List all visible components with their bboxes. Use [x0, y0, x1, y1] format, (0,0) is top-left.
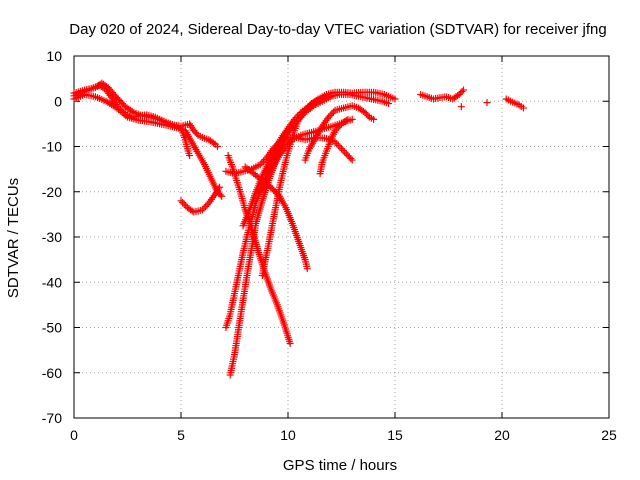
data-point: [213, 143, 221, 150]
data-point: [326, 111, 334, 119]
data-point: [336, 143, 344, 151]
y-tick-label: -50: [42, 320, 62, 336]
data-point: [200, 204, 208, 212]
grid: [74, 56, 609, 418]
series-track-d: [177, 183, 224, 216]
data-point: [210, 139, 218, 147]
x-tick-label: 10: [280, 427, 296, 443]
series-track-n: [316, 115, 352, 178]
x-tick-label: 5: [177, 427, 185, 443]
data-point: [180, 200, 188, 208]
x-tick-label: 0: [70, 427, 78, 443]
data-point: [347, 155, 355, 163]
data-point: [203, 201, 211, 209]
data-point: [329, 108, 337, 116]
data-point: [364, 112, 372, 120]
y-tick-label: 0: [54, 93, 62, 109]
data-point: [334, 123, 342, 131]
data-point: [334, 141, 342, 149]
data-point: [331, 127, 339, 135]
data-point: [338, 145, 345, 153]
data-point: [259, 157, 267, 165]
data-point: [186, 152, 194, 160]
x-tick-label: 20: [494, 427, 510, 443]
data-point: [348, 156, 356, 164]
series-track-o: [417, 86, 467, 103]
data-point: [344, 115, 352, 123]
data-point: [303, 105, 311, 113]
data-point: [193, 130, 201, 138]
data-point: [339, 146, 347, 154]
data-point: [287, 137, 295, 145]
x-tick-label: 25: [601, 427, 617, 443]
data-point: [333, 125, 341, 133]
data-point: [258, 159, 266, 167]
data-point: [333, 140, 341, 148]
series-track-q: [457, 99, 491, 111]
data-point: [216, 183, 224, 191]
data-point: [519, 104, 527, 112]
data-point: [301, 106, 309, 114]
data-point: [483, 99, 491, 107]
y-tick-label: -20: [42, 184, 62, 200]
data-point: [128, 107, 136, 115]
data-point: [256, 161, 264, 169]
x-axis-label: GPS time / hours: [283, 457, 397, 474]
y-axis-label: SDTVAR / TECUs: [5, 178, 22, 298]
data-point: [286, 339, 294, 347]
series-track-k: [258, 90, 393, 279]
data-point: [282, 143, 290, 150]
data-point: [328, 110, 336, 118]
data-point: [218, 192, 226, 200]
y-tick-label: -10: [42, 139, 62, 155]
data-point: [325, 113, 333, 121]
data-point: [261, 156, 269, 164]
y-tick-label: -60: [42, 365, 62, 381]
x-axis-ticks: 0 5 10 15 20 25: [70, 56, 617, 443]
series-track-c: [70, 90, 226, 200]
x-tick-label: 15: [387, 427, 403, 443]
data-point: [370, 115, 378, 123]
data-point: [458, 87, 466, 95]
data-point: [391, 95, 399, 103]
data-point: [283, 141, 291, 149]
y-tick-label: -40: [42, 274, 62, 290]
data-point: [303, 265, 311, 273]
chart-title: Day 020 of 2024, Sidereal Day-to-day VTE…: [69, 21, 606, 38]
data-point: [214, 185, 222, 193]
data-point: [177, 197, 185, 205]
data-point: [285, 139, 293, 147]
data-point: [457, 103, 465, 111]
data-point: [342, 116, 350, 124]
series-track-p: [502, 95, 527, 112]
data-point: [202, 202, 210, 210]
data-point: [198, 206, 206, 214]
data-point: [306, 101, 314, 109]
y-tick-label: -30: [42, 229, 62, 245]
data-point: [459, 86, 467, 94]
data-point: [342, 150, 350, 158]
data-point: [385, 100, 393, 108]
series-track-m: [301, 102, 378, 164]
data-point: [341, 148, 349, 156]
data-point: [257, 185, 265, 193]
data-point: [304, 103, 312, 111]
y-tick-label: -70: [42, 410, 62, 426]
data-point: [179, 198, 187, 206]
y-tick-label: 10: [46, 48, 62, 64]
data-point: [216, 191, 224, 199]
data-points: [70, 79, 527, 379]
y-axis-ticks: 10 0 -10 -20 -30 -40 -50 -60 -70: [42, 48, 609, 426]
